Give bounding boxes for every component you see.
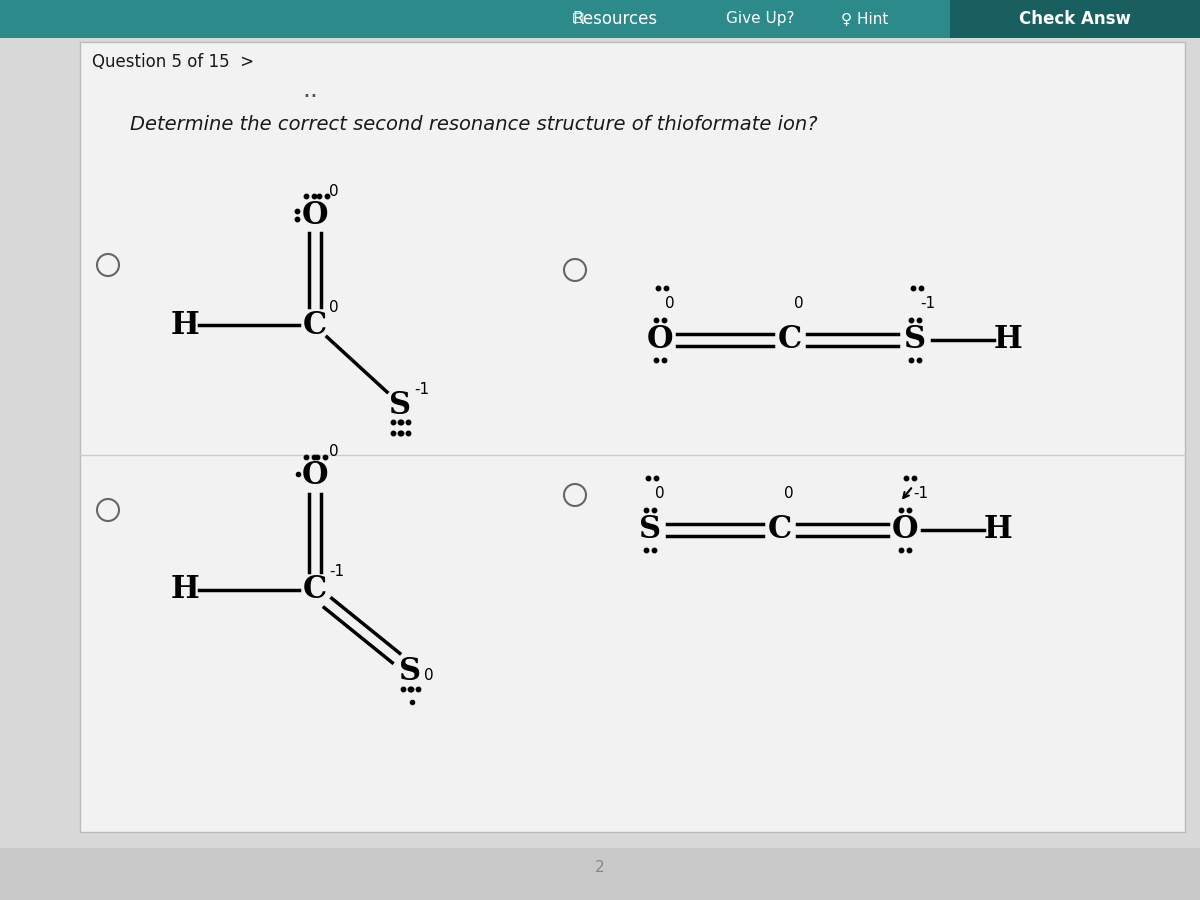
Text: Resources: Resources bbox=[572, 10, 658, 28]
Text: S: S bbox=[389, 390, 412, 420]
Text: -1: -1 bbox=[414, 382, 430, 397]
Text: O: O bbox=[301, 200, 329, 230]
Bar bbox=[0, 0, 1200, 38]
Text: H: H bbox=[994, 325, 1022, 356]
Text: Question 5 of 15  >: Question 5 of 15 > bbox=[92, 53, 254, 71]
Text: 0: 0 bbox=[329, 184, 338, 199]
Text: 0: 0 bbox=[655, 487, 665, 501]
Text: ☐: ☐ bbox=[571, 12, 584, 26]
Text: 0: 0 bbox=[665, 296, 674, 311]
Bar bbox=[950, 0, 1200, 38]
Text: H: H bbox=[170, 574, 199, 606]
Text: O: O bbox=[892, 515, 918, 545]
Text: Give Up?: Give Up? bbox=[726, 12, 794, 26]
Text: Determine the correct second resonance structure of thioformate ion?: Determine the correct second resonance s… bbox=[130, 115, 817, 134]
Text: ♀ Hint: ♀ Hint bbox=[841, 12, 889, 26]
Text: -1: -1 bbox=[920, 296, 935, 311]
Text: 0: 0 bbox=[424, 669, 433, 683]
Text: S: S bbox=[638, 515, 661, 545]
Text: C: C bbox=[768, 515, 792, 545]
Text: 0: 0 bbox=[784, 487, 793, 501]
Text: -1: -1 bbox=[329, 564, 344, 580]
Text: O: O bbox=[301, 461, 329, 491]
Text: C: C bbox=[302, 574, 328, 606]
Text: C: C bbox=[302, 310, 328, 340]
Text: 0: 0 bbox=[329, 300, 338, 314]
Text: Check Answ: Check Answ bbox=[1019, 10, 1130, 28]
Text: H: H bbox=[984, 515, 1013, 545]
Text: -1: -1 bbox=[913, 487, 928, 501]
Text: S: S bbox=[904, 325, 926, 356]
Text: S: S bbox=[398, 656, 421, 688]
Bar bbox=[80, 42, 1186, 832]
Text: 2: 2 bbox=[595, 860, 605, 876]
Text: H: H bbox=[170, 310, 199, 340]
Text: ..: .. bbox=[302, 78, 318, 102]
Text: 0: 0 bbox=[794, 296, 804, 311]
Text: 0: 0 bbox=[329, 445, 338, 460]
Text: C: C bbox=[778, 325, 802, 356]
Text: O: O bbox=[647, 325, 673, 356]
Bar bbox=[0, 848, 1200, 900]
